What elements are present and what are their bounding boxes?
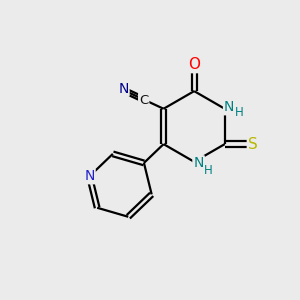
- Text: N: N: [224, 100, 234, 114]
- Text: N: N: [84, 169, 94, 183]
- Text: N: N: [194, 156, 204, 170]
- Text: H: H: [235, 106, 243, 119]
- Text: H: H: [204, 164, 213, 176]
- Text: S: S: [248, 136, 258, 152]
- Text: C: C: [139, 94, 148, 107]
- Text: O: O: [188, 57, 200, 72]
- Text: N: N: [118, 82, 129, 96]
